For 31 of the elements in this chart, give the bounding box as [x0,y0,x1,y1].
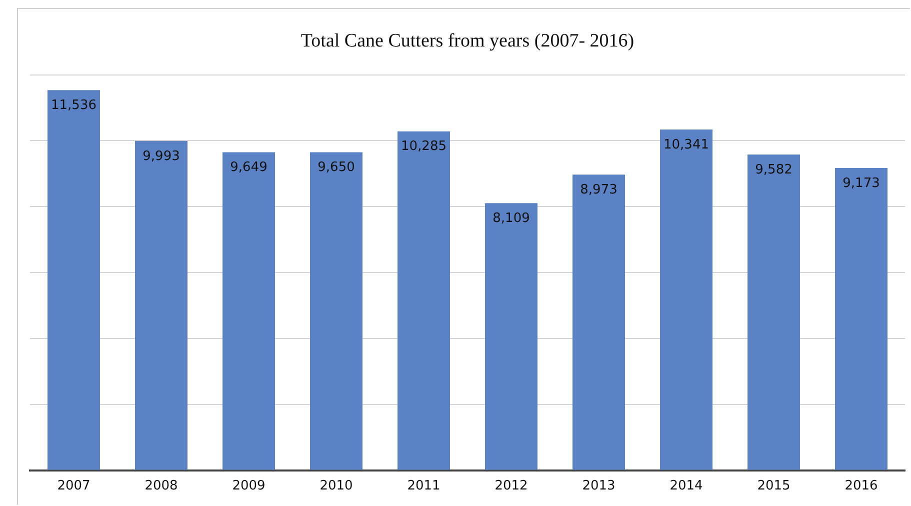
data-label: 8,109 [492,210,530,226]
bar [748,154,800,470]
data-label: 10,341 [664,137,709,152]
data-label: 9,993 [142,148,180,164]
x-tick-label: 2015 [757,478,790,494]
x-tick-label: 2011 [407,478,440,494]
bar [835,168,888,470]
data-label: 9,650 [318,160,355,176]
bar [660,129,712,470]
bar [572,174,625,470]
x-tick-label: 2016 [844,478,878,494]
x-tick-label: 2014 [670,478,703,494]
data-label: 9,649 [230,160,268,176]
data-label: 11,536 [51,98,96,113]
x-tick-label: 2013 [582,478,616,494]
bar [398,131,450,470]
data-label: 8,973 [580,182,618,198]
x-tick-label: 2009 [232,478,266,494]
data-label: 10,285 [401,139,446,154]
bar [48,90,100,470]
x-tick-label: 2008 [144,478,178,494]
x-tick-label: 2007 [57,478,90,494]
bar [485,203,538,470]
data-label: 9,582 [755,162,792,178]
bar [310,152,362,470]
x-tick-label: 2010 [320,478,353,494]
bar [135,140,188,470]
data-label: 9,173 [842,176,880,191]
x-tick-label: 2012 [494,478,528,494]
chart-title: Total Cane Cutters from years (2007- 2016) [300,30,634,52]
bar [222,152,275,470]
